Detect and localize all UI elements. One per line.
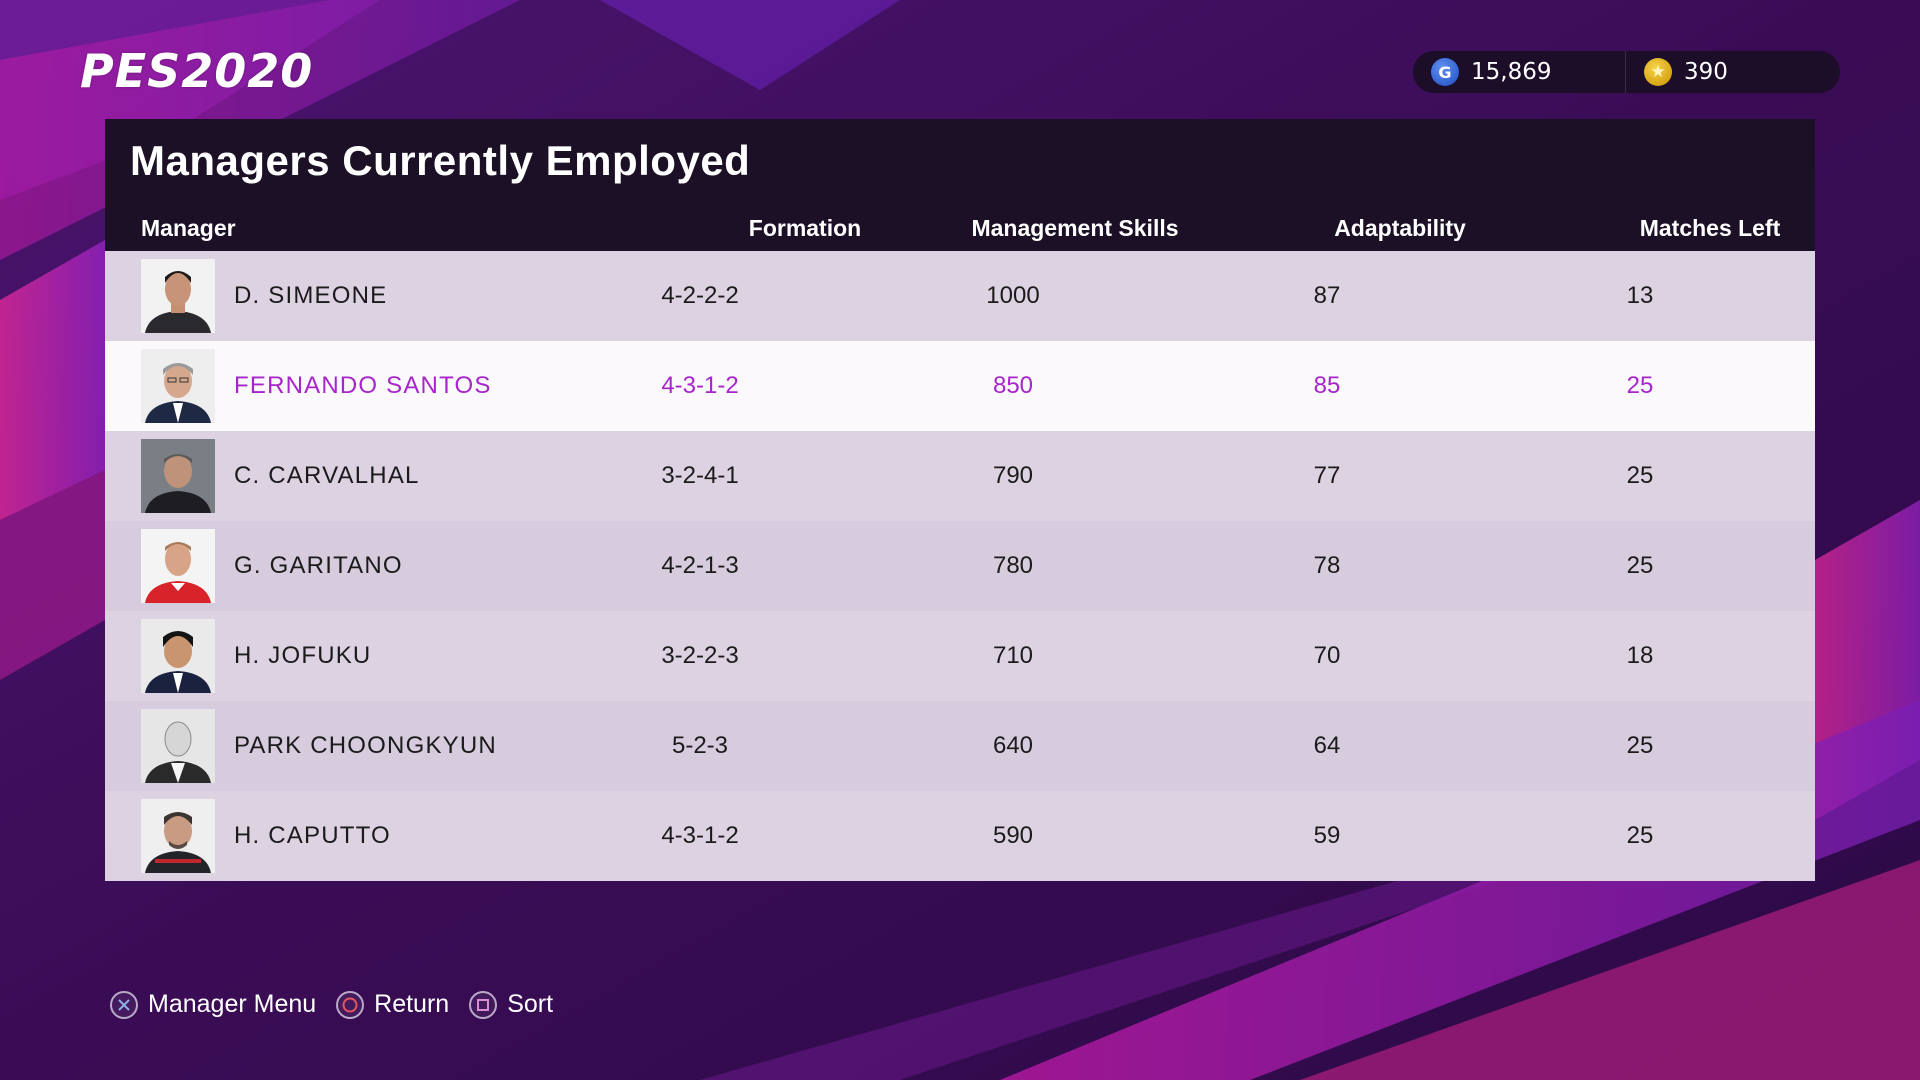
adaptability-value: 78 bbox=[1313, 552, 1341, 579]
sort-label: Sort bbox=[507, 990, 554, 1018]
formation-value: 4-2-1-3 bbox=[661, 552, 739, 579]
formation-value: 5-2-3 bbox=[671, 732, 729, 759]
manager-row[interactable]: D. SIMEONE 4-2-2-2 1000 87 13 bbox=[105, 251, 1815, 341]
manager-row[interactable]: H. CAPUTTO 4-3-1-2 590 59 25 bbox=[105, 791, 1815, 881]
star-coin-icon: ★ bbox=[1644, 58, 1672, 86]
matches-left-value: 13 bbox=[1626, 282, 1654, 309]
formation-value: 3-2-2-3 bbox=[661, 642, 739, 669]
management-skills-value: 590 bbox=[992, 822, 1034, 849]
adaptability-value: 59 bbox=[1313, 822, 1341, 849]
page-title: Managers Currently Employed bbox=[130, 137, 751, 184]
adaptability-value: 77 bbox=[1313, 462, 1341, 489]
formation-value: 4-3-1-2 bbox=[661, 372, 739, 399]
button-prompts: Manager Menu Return Sort bbox=[110, 990, 573, 1019]
matches-left-value: 25 bbox=[1626, 732, 1654, 759]
cross-button-icon bbox=[110, 990, 138, 1019]
manager-portrait-placeholder bbox=[141, 709, 215, 783]
column-header-manager[interactable]: Manager bbox=[141, 215, 236, 241]
manager-row[interactable]: PARK CHOONGKYUN 5-2-3 640 64 25 bbox=[105, 701, 1815, 791]
adaptability-value: 85 bbox=[1313, 372, 1341, 399]
currency-bar: G 15,869 ★ 390 bbox=[1413, 51, 1840, 93]
manager-portrait bbox=[141, 529, 215, 603]
manager-portrait bbox=[141, 439, 215, 513]
formation-value: 4-2-2-2 bbox=[661, 282, 739, 309]
coin-balance: ★ 390 bbox=[1625, 51, 1837, 93]
column-header-management-skills[interactable]: Management Skills bbox=[971, 215, 1179, 241]
management-skills-value: 790 bbox=[992, 462, 1034, 489]
adaptability-value: 70 bbox=[1313, 642, 1341, 669]
manager-row[interactable]: G. GARITANO 4-2-1-3 780 78 25 bbox=[105, 521, 1815, 611]
adaptability-value: 64 bbox=[1313, 732, 1341, 759]
manager-list: D. SIMEONE 4-2-2-2 1000 87 13 FERNANDO S… bbox=[105, 251, 1815, 881]
matches-left-value: 25 bbox=[1626, 822, 1654, 849]
formation-value: 4-3-1-2 bbox=[661, 822, 739, 849]
management-skills-value: 640 bbox=[992, 732, 1034, 759]
management-skills-value: 780 bbox=[992, 552, 1034, 579]
column-header-matches-left[interactable]: Matches Left bbox=[1639, 215, 1781, 241]
manager-name: PARK CHOONGKYUN bbox=[234, 732, 497, 759]
circle-button-icon bbox=[336, 990, 365, 1019]
column-header-formation[interactable]: Formation bbox=[748, 215, 862, 241]
game-logo: PES2020 bbox=[80, 44, 314, 98]
adaptability-value: 87 bbox=[1313, 282, 1341, 309]
matches-left-value: 25 bbox=[1626, 372, 1654, 399]
manager-portrait bbox=[141, 799, 215, 873]
management-skills-value: 850 bbox=[992, 372, 1034, 399]
manager-menu-label: Manager Menu bbox=[148, 990, 317, 1018]
matches-left-value: 25 bbox=[1626, 462, 1654, 489]
gp-balance: G 15,869 bbox=[1413, 51, 1625, 93]
matches-left-value: 25 bbox=[1626, 552, 1654, 579]
manager-name: D. SIMEONE bbox=[234, 282, 388, 309]
manager-portrait bbox=[141, 619, 215, 693]
managers-panel: Managers Currently Employed Manager Form… bbox=[105, 119, 1815, 881]
panel-header bbox=[105, 119, 1815, 251]
manager-row[interactable]: H. JOFUKU 3-2-2-3 710 70 18 bbox=[105, 611, 1815, 701]
manager-name: H. JOFUKU bbox=[234, 642, 372, 669]
manager-name: C. CARVALHAL bbox=[234, 462, 420, 489]
coin-value: 390 bbox=[1684, 59, 1728, 85]
gp-coin-icon: G bbox=[1431, 58, 1459, 86]
column-header-adaptability[interactable]: Adaptability bbox=[1334, 215, 1466, 241]
manager-row-selected[interactable]: FERNANDO SANTOS 4-3-1-2 850 85 25 bbox=[105, 341, 1815, 431]
management-skills-value: 710 bbox=[992, 642, 1034, 669]
return-prompt[interactable]: Return bbox=[336, 990, 449, 1019]
sort-prompt[interactable]: Sort bbox=[469, 990, 553, 1019]
formation-value: 3-2-4-1 bbox=[661, 462, 739, 489]
return-label: Return bbox=[374, 990, 450, 1018]
manager-name: H. CAPUTTO bbox=[234, 822, 391, 849]
manager-menu-prompt[interactable]: Manager Menu bbox=[110, 990, 316, 1019]
manager-row[interactable]: C. CARVALHAL 3-2-4-1 790 77 25 bbox=[105, 431, 1815, 521]
manager-portrait bbox=[141, 259, 215, 333]
matches-left-value: 18 bbox=[1626, 642, 1654, 669]
manager-portrait bbox=[141, 349, 215, 423]
manager-name: G. GARITANO bbox=[234, 552, 403, 579]
gp-value: 15,869 bbox=[1471, 59, 1552, 85]
square-button-icon bbox=[469, 990, 498, 1019]
manager-name: FERNANDO SANTOS bbox=[234, 372, 492, 399]
management-skills-value: 1000 bbox=[986, 282, 1040, 309]
